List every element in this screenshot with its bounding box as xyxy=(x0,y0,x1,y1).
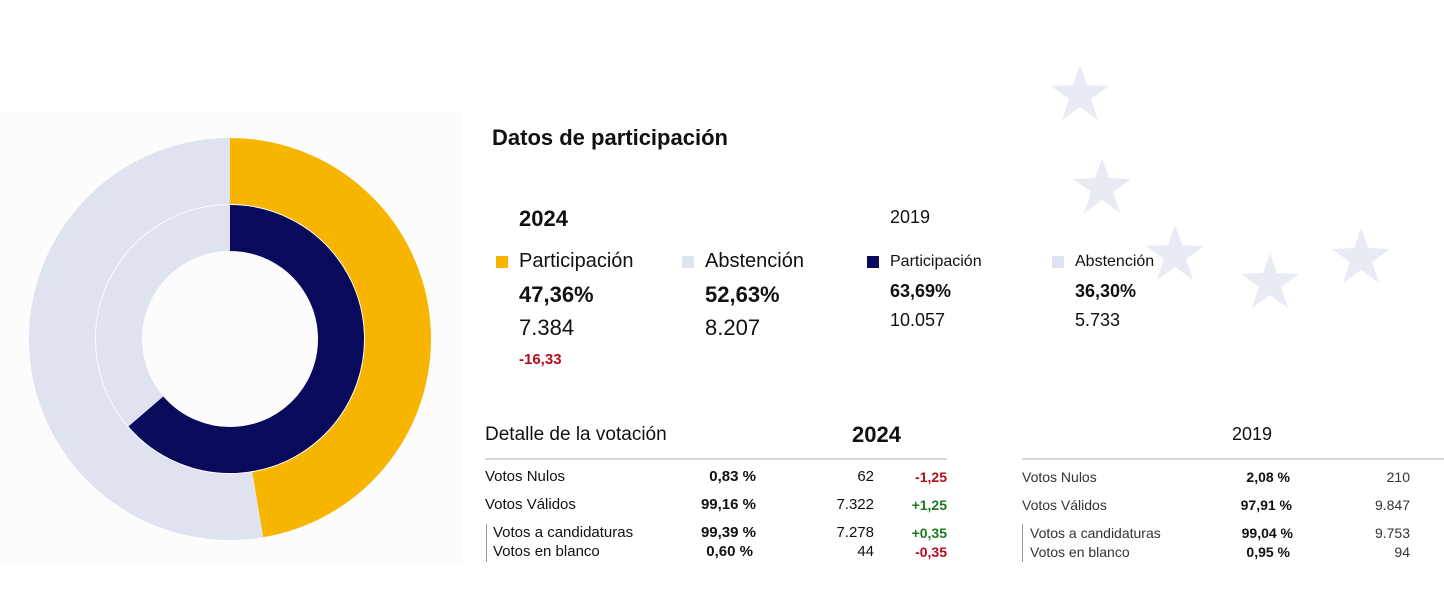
detail-year-2019: 2019 xyxy=(1232,424,1273,444)
table-row-count: 210 xyxy=(1386,469,1410,485)
star-icon xyxy=(1241,253,1299,308)
donut-slice-2024-abstencin xyxy=(29,138,264,540)
table-row-diff: -0,35 xyxy=(915,544,947,560)
page-title: Datos de participación xyxy=(492,125,728,150)
detail-year-2024: 2024 xyxy=(852,422,901,447)
donut-slice-2019-abstencin xyxy=(96,205,231,427)
legend-label: Abstención xyxy=(705,250,804,272)
legend-participation-2024: Participación xyxy=(496,250,634,273)
abstention-pct-2019: 36,30% xyxy=(1075,281,1137,301)
legend-swatch xyxy=(1052,256,1064,268)
table-row-label: Votos Válidos xyxy=(485,496,576,513)
table-row-label: Votos Nulos xyxy=(485,468,566,485)
star-icon xyxy=(1332,228,1390,283)
star-icon xyxy=(1073,158,1131,213)
legend-abstention-2019: Abstención xyxy=(1052,253,1154,271)
table-row-pct: 99,39 % xyxy=(700,524,756,541)
legend-abstention-2024: Abstención xyxy=(682,250,804,273)
donut-slice-2024-participacin xyxy=(229,138,431,538)
table-row-label: Votos Nulos xyxy=(1022,469,1097,485)
detail-title: Detalle de la votación xyxy=(485,424,667,445)
table-row-label: Votos en blanco xyxy=(1030,544,1130,560)
participation-votes-2024: 7.384 xyxy=(519,315,575,340)
table-row-count: 7.322 xyxy=(836,496,874,513)
table-row-pct: 0,60 % xyxy=(706,543,753,560)
legend-swatch xyxy=(496,255,508,268)
legend-label: Abstención xyxy=(1075,253,1155,270)
legend-label: Participación xyxy=(890,253,982,270)
legend-swatch xyxy=(867,256,879,268)
table-row-pct: 2,08 % xyxy=(1246,469,1290,485)
divider xyxy=(485,458,947,460)
star-icon xyxy=(1051,65,1109,120)
table-row-pct: 99,04 % xyxy=(1241,525,1293,541)
legend-swatch xyxy=(682,255,694,268)
table-row-count: 9.753 xyxy=(1374,525,1410,541)
abstention-votes-2024: 8.207 xyxy=(705,315,761,340)
table-row-count: 7.278 xyxy=(836,524,874,541)
legend-participation-2019: Participación xyxy=(867,253,982,271)
table-row-count: 94 xyxy=(1394,544,1410,560)
subgroup-bar xyxy=(1022,524,1023,562)
table-row-diff: +0,35 xyxy=(911,525,947,541)
eu-stars-decoration xyxy=(1051,65,1390,308)
table-row-label: Votos en blanco xyxy=(493,543,600,560)
table-row-count: 62 xyxy=(857,468,874,485)
table-row-pct: 0,95 % xyxy=(1246,544,1290,560)
participation-pct-2024: 47,36% xyxy=(519,282,594,307)
participation-donut-chart xyxy=(29,138,431,540)
legend-label: Participación xyxy=(519,250,634,272)
table-row-pct: 99,16 % xyxy=(700,496,756,513)
donut-slice-2019-participacin xyxy=(128,205,364,473)
subgroup-bar xyxy=(486,524,487,562)
abstention-votes-2019: 5.733 xyxy=(1075,310,1121,330)
table-row-count: 44 xyxy=(857,543,874,560)
participation-diff: -16,33 xyxy=(519,351,562,368)
divider xyxy=(1022,458,1444,460)
abstention-pct-2024: 52,63% xyxy=(705,282,780,307)
participation-votes-2019: 10.057 xyxy=(890,310,946,330)
table-row-count: 9.847 xyxy=(1374,497,1410,513)
table-row-pct: 97,91 % xyxy=(1240,497,1292,513)
summary-year-2024: 2024 xyxy=(519,206,568,231)
table-row-diff: -1,25 xyxy=(915,469,947,485)
star-icon xyxy=(1146,225,1204,280)
table-row-label: Votos a candidaturas xyxy=(1030,525,1161,541)
participation-pct-2019: 63,69% xyxy=(890,281,952,301)
table-row-label: Votos a candidaturas xyxy=(493,524,634,541)
table-row-label: Votos Válidos xyxy=(1022,497,1107,513)
summary-year-2019: 2019 xyxy=(890,207,931,227)
table-row-pct: 0,83 % xyxy=(709,468,756,485)
table-row-diff: +1,25 xyxy=(911,497,947,513)
